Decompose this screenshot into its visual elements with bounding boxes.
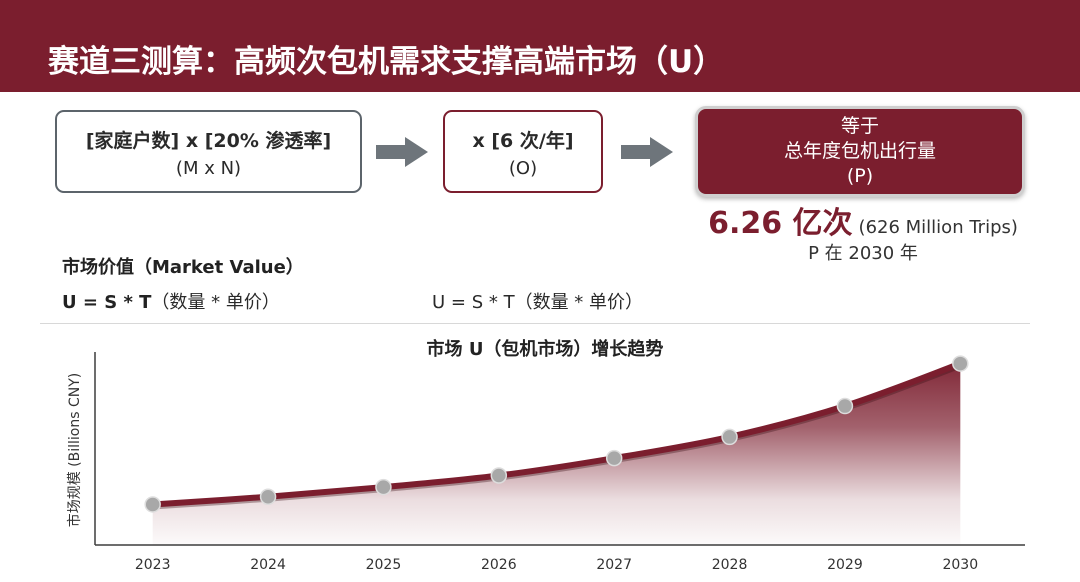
result-value: 6.26 亿次 bbox=[708, 206, 853, 241]
total-trips-label: 总年度包机出行量 bbox=[783, 140, 936, 162]
x-tick-label: 2027 bbox=[596, 557, 632, 573]
frequency-symbol: (O) bbox=[508, 157, 538, 179]
chart-title: 市场 U（包机市场）增长趋势 bbox=[427, 338, 664, 360]
market-growth-chart: 市场 U（包机市场）增长趋势 市场规模 (Billions CNY) 2023 2… bbox=[66, 338, 1025, 573]
total-trips-symbol: (P) bbox=[846, 165, 874, 187]
data-point-2030 bbox=[952, 355, 969, 372]
x-tick-label: 2024 bbox=[250, 557, 286, 573]
market-value-heading: 市场价值（Market Value） bbox=[62, 257, 304, 278]
x-tick-label: 2028 bbox=[712, 557, 748, 573]
frequency-text: x [6 次/年] bbox=[472, 129, 574, 152]
page-title: 赛道三测算：高频次包机需求支撑高端市场（U） bbox=[48, 44, 725, 80]
data-point-2026 bbox=[490, 467, 508, 484]
result-row: 6.26 亿次 (626 Million Trips) bbox=[700, 206, 1026, 242]
frequency-box: x [6 次/年] (O) bbox=[443, 110, 603, 193]
households-penetration-box: [家庭户数] x [20% 渗透率] (M x N) bbox=[55, 110, 362, 193]
header-bar: 赛道三测算：高频次包机需求支撑高端市场（U） bbox=[0, 0, 1080, 92]
data-point-2027 bbox=[605, 449, 623, 467]
arrow-right-icon bbox=[621, 137, 673, 167]
data-point-2029 bbox=[836, 397, 854, 415]
result-value-english: (626 Million Trips) bbox=[858, 217, 1018, 238]
market-value-formula-note: （数量 * 单价） bbox=[151, 292, 280, 313]
area-fill bbox=[152, 363, 961, 545]
market-value-formula-repeat: U = S * T（数量 * 单价） bbox=[432, 292, 644, 313]
households-penetration-text: [家庭户数] x [20% 渗透率] bbox=[85, 129, 332, 152]
total-trips-box: 等于 总年度包机出行量 (P) bbox=[695, 106, 1025, 197]
market-value-formula-main: U = S * T bbox=[62, 292, 152, 313]
market-value-formula: U = S * T（数量 * 单价） bbox=[62, 291, 280, 315]
x-tick-label: 2029 bbox=[827, 557, 863, 573]
data-point-2025 bbox=[375, 478, 392, 496]
divider bbox=[40, 323, 1030, 324]
x-tick-label: 2026 bbox=[481, 557, 517, 573]
result-block: 6.26 亿次 (626 Million Trips) P 在 2030 年 bbox=[700, 206, 1026, 265]
households-penetration-symbol: (M x N) bbox=[175, 157, 242, 179]
data-point-2023 bbox=[144, 496, 161, 513]
x-tick-label: 2030 bbox=[942, 557, 978, 573]
arrow-right-icon bbox=[376, 137, 428, 167]
plot-area: 2023 2024 2025 2026 2027 2028 2029 2030 bbox=[94, 352, 1025, 573]
data-point-2024 bbox=[259, 488, 277, 505]
x-tick-label: 2025 bbox=[366, 557, 402, 573]
y-axis-label: 市场规模 (Billions CNY) bbox=[66, 373, 83, 528]
x-tick-label: 2023 bbox=[135, 557, 171, 573]
equals-label: 等于 bbox=[840, 115, 879, 137]
result-note: P 在 2030 年 bbox=[808, 243, 918, 264]
data-point-2028 bbox=[721, 428, 738, 446]
